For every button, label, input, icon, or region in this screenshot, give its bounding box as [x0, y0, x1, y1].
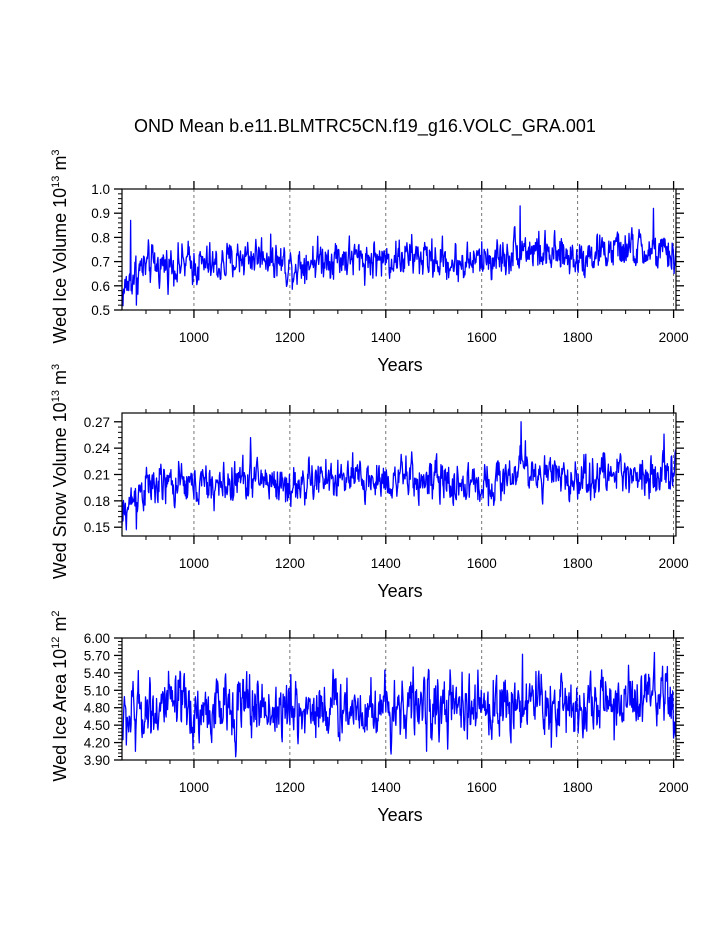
y-tick-labels: 3.90 4.20 4.50 4.80 5.10 5.40 5.70 6.00: [84, 631, 110, 768]
x-tick-label: 1600: [467, 330, 497, 345]
x-tick-label: 1800: [563, 556, 593, 571]
series-line: [121, 651, 677, 758]
y-axis-label: Wed Ice Area 1012 m2: [50, 610, 70, 781]
panel-ice-area: 1000 1200 1400 1600 1800 2000 3.90 4.20 4.50 4.8…: [50, 610, 689, 825]
x-tick-label: 1600: [467, 780, 497, 795]
x-tick-label: 1000: [179, 330, 209, 345]
x-tick-label: 1600: [467, 556, 497, 571]
line-series: [121, 205, 677, 307]
x-tick-label: 1000: [179, 780, 209, 795]
y-tick-label: 4.50: [84, 718, 110, 733]
series-line: [121, 421, 677, 531]
plot-frame: [121, 188, 677, 311]
x-axis-label: Years: [377, 355, 422, 375]
x-tick-label: 1400: [371, 556, 401, 571]
x-axis-label: Years: [377, 581, 422, 601]
axis-ticks: [114, 630, 684, 768]
line-series: [121, 421, 677, 531]
y-tick-label: 0.15: [84, 520, 110, 535]
x-tick-label: 1200: [275, 556, 305, 571]
y-tick-label: 0.6: [91, 279, 110, 294]
x-tick-label: 1200: [275, 330, 305, 345]
axis-ticks: [114, 405, 684, 544]
x-tick-label: 1200: [275, 780, 305, 795]
x-tick-label: 2000: [659, 780, 689, 795]
x-tick-label: 1800: [563, 780, 593, 795]
y-tick-label: 5.40: [84, 666, 110, 681]
y-tick-label: 0.8: [91, 230, 110, 245]
y-axis-label: Wed Snow Volume 1013 m3: [50, 364, 70, 579]
x-tick-label: 1800: [563, 330, 593, 345]
x-axis-label: Years: [377, 805, 422, 825]
y-tick-labels: 0.5 0.6 0.7 0.8 0.9 1.0: [91, 182, 110, 318]
x-tick-label: 1400: [371, 330, 401, 345]
y-tick-label: 0.9: [91, 206, 110, 221]
axis-ticks: [114, 181, 684, 318]
x-tick-label: 2000: [659, 556, 689, 571]
y-tick-label: 5.10: [84, 683, 110, 698]
chart-title: OND Mean b.e11.BLMTRC5CN.f19_g16.VOLC_GR…: [134, 116, 596, 137]
x-tick-label: 2000: [659, 330, 689, 345]
y-tick-labels: 0.15 0.18 0.21 0.24 0.27: [84, 415, 111, 535]
y-tick-label: 4.80: [84, 701, 110, 716]
x-tick-label: 1000: [179, 556, 209, 571]
x-tick-label: 1400: [371, 780, 401, 795]
y-tick-label: 0.21: [84, 468, 110, 483]
y-tick-label: 0.5: [91, 303, 110, 318]
panel-ice-volume: 1000 1200 1400 1600 1800 2000 0.5 0.6 0.7 0.8 0.9…: [50, 149, 689, 375]
x-tick-labels: 1000 1200 1400 1600 1800 2000: [179, 556, 689, 571]
line-series: [121, 651, 677, 758]
series-line: [121, 205, 677, 307]
x-tick-labels: 1000 1200 1400 1600 1800 2000: [179, 780, 689, 795]
plot-frame: [121, 637, 677, 761]
y-tick-label: 4.20: [84, 736, 110, 751]
y-tick-label: 0.7: [91, 255, 110, 270]
y-tick-label: 5.70: [84, 648, 110, 663]
y-tick-label: 3.90: [84, 753, 110, 768]
y-tick-label: 1.0: [91, 182, 110, 197]
panel-snow-volume: 1000 1200 1400 1600 1800 2000 0.15 0.18 0.21 0.2…: [50, 364, 689, 601]
y-axis-label: Wed Ice Volume 1013 m3: [50, 149, 70, 343]
y-tick-label: 0.18: [84, 494, 110, 509]
y-tick-label: 0.27: [84, 415, 110, 430]
y-tick-label: 6.00: [84, 631, 110, 646]
x-tick-labels: 1000 1200 1400 1600 1800 2000: [179, 330, 689, 345]
y-tick-label: 0.24: [84, 441, 111, 456]
